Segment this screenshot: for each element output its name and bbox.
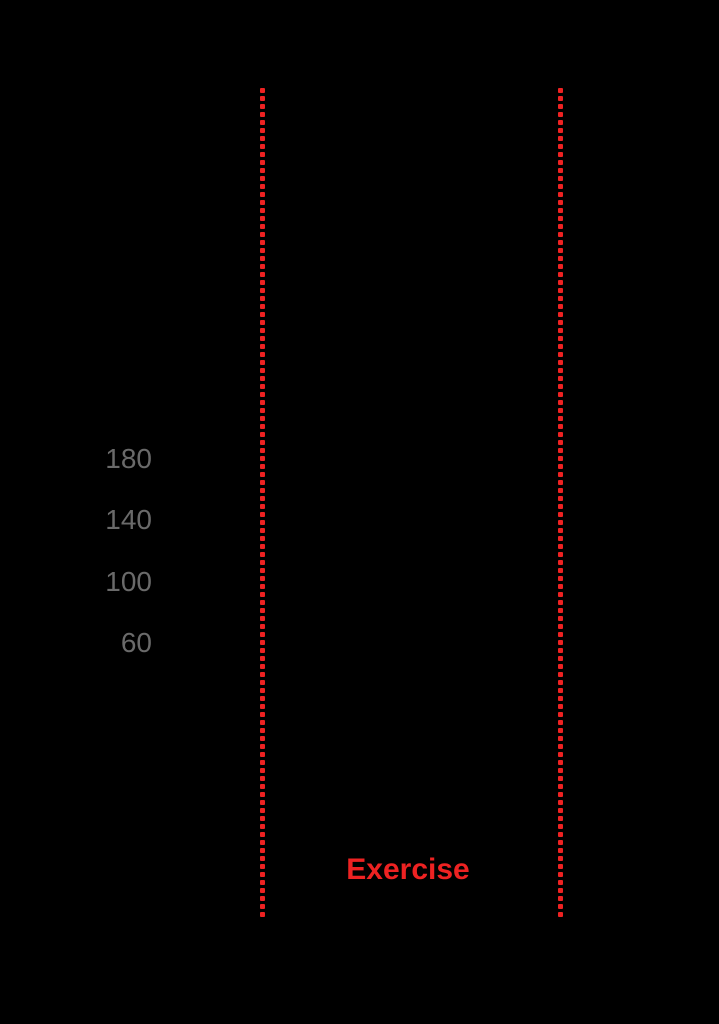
y-tick-label: 140 bbox=[92, 504, 152, 536]
chart-canvas: 180 140 100 60 Exercise bbox=[0, 0, 719, 1024]
y-tick-label: 180 bbox=[92, 443, 152, 475]
event-marker-line bbox=[558, 88, 564, 912]
x-axis-label: Exercise bbox=[346, 853, 469, 887]
y-tick-label: 100 bbox=[92, 566, 152, 598]
y-tick-label: 60 bbox=[92, 627, 152, 659]
event-marker-line bbox=[260, 88, 266, 912]
